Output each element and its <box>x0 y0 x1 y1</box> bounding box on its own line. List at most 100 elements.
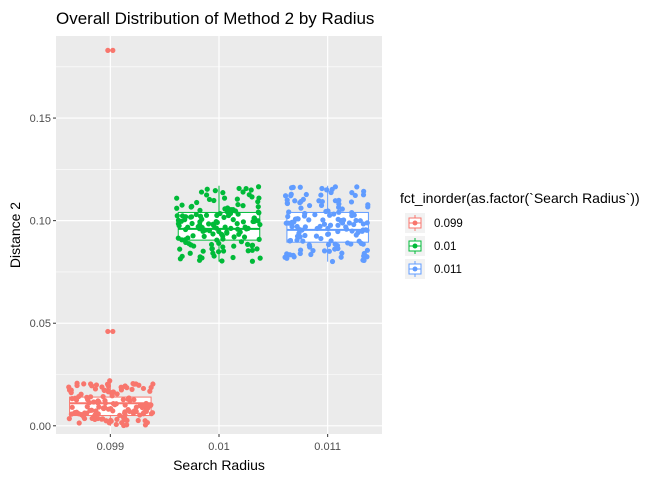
data-point <box>197 213 204 219</box>
data-point <box>303 191 309 198</box>
data-point <box>325 241 332 248</box>
data-point <box>84 394 90 400</box>
data-point <box>131 397 137 403</box>
data-point <box>243 185 249 192</box>
data-point <box>131 381 137 387</box>
legend-point <box>412 243 418 249</box>
data-point <box>282 193 289 199</box>
data-point <box>289 224 295 230</box>
data-point <box>294 223 300 230</box>
data-point <box>68 411 74 417</box>
data-point <box>244 241 251 247</box>
data-point <box>318 235 324 242</box>
data-point <box>336 201 342 207</box>
data-point <box>336 197 342 203</box>
y-axis: 0.00 0.05 0.10 0.15 <box>30 113 56 433</box>
data-point <box>326 248 332 254</box>
data-point <box>255 204 261 210</box>
data-point <box>231 234 237 240</box>
data-point <box>221 214 227 220</box>
data-point <box>108 417 114 423</box>
data-point <box>300 238 306 244</box>
data-point <box>74 382 80 389</box>
data-point <box>360 241 366 247</box>
outlier-point <box>110 328 116 335</box>
data-point <box>245 248 251 254</box>
jitter-points <box>66 47 371 429</box>
legend-key-0.01 <box>405 236 425 256</box>
x-tick-label: 0.099 <box>97 441 125 453</box>
data-point <box>364 247 371 253</box>
data-point <box>300 196 306 203</box>
data-point <box>101 405 107 412</box>
data-point <box>339 206 345 212</box>
data-point <box>291 219 297 225</box>
data-point <box>174 205 180 211</box>
data-point <box>294 216 300 222</box>
data-point <box>84 404 90 410</box>
data-point <box>203 192 210 198</box>
data-point <box>348 199 355 205</box>
data-point <box>286 209 292 215</box>
data-point <box>68 387 74 393</box>
data-point <box>206 196 213 203</box>
data-point <box>361 257 367 263</box>
data-point <box>319 185 325 192</box>
data-point <box>216 240 222 246</box>
data-point <box>120 414 127 420</box>
data-point <box>232 208 239 214</box>
data-point <box>312 212 318 218</box>
data-point <box>73 397 80 403</box>
data-point <box>92 386 99 392</box>
data-point <box>318 202 325 208</box>
data-point <box>320 217 326 223</box>
data-point <box>323 208 329 215</box>
data-point <box>117 412 123 418</box>
data-point <box>174 195 180 201</box>
data-point <box>122 402 128 408</box>
data-point <box>234 196 240 202</box>
data-point <box>114 416 120 422</box>
data-point <box>76 420 82 426</box>
data-point <box>353 232 359 238</box>
legend-key-0.099 <box>405 213 425 233</box>
data-point <box>314 225 320 232</box>
data-point <box>197 207 203 213</box>
data-point <box>335 228 341 235</box>
data-point <box>219 258 225 264</box>
data-point <box>214 219 220 226</box>
data-point <box>193 211 199 218</box>
data-point <box>206 228 213 234</box>
data-point <box>287 252 293 258</box>
data-point <box>248 187 254 193</box>
data-point <box>208 241 215 248</box>
data-point <box>175 235 181 241</box>
data-point <box>105 387 111 393</box>
data-point <box>136 382 142 388</box>
data-point <box>175 221 182 227</box>
data-point <box>284 255 290 261</box>
data-point <box>220 244 226 250</box>
data-point <box>360 221 366 227</box>
data-point <box>234 221 240 227</box>
data-point <box>127 397 133 403</box>
legend-point <box>412 220 418 226</box>
x-tick-label: 0.011 <box>314 441 341 453</box>
data-point <box>89 415 95 422</box>
data-point <box>335 216 341 222</box>
data-point <box>361 253 367 259</box>
data-point <box>188 204 194 210</box>
data-point <box>215 249 222 255</box>
data-point <box>363 227 369 233</box>
y-tick-label: 0.15 <box>30 113 51 125</box>
data-point <box>87 381 94 387</box>
data-point <box>220 190 226 196</box>
data-point <box>211 197 217 204</box>
chart-title: Overall Distribution of Method 2 by Radi… <box>56 9 374 28</box>
data-point <box>327 222 334 228</box>
data-point <box>254 246 260 252</box>
data-point <box>110 400 116 407</box>
data-point <box>212 188 218 194</box>
data-point <box>190 233 196 239</box>
